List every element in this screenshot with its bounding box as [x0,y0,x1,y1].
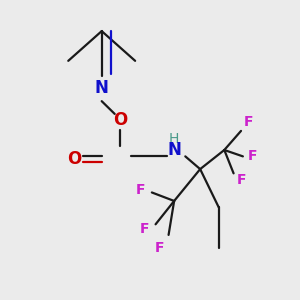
Text: N: N [95,80,109,98]
Text: F: F [236,173,246,187]
Text: F: F [154,241,164,255]
Text: F: F [244,116,253,129]
Text: F: F [140,222,149,236]
Text: N: N [167,141,181,159]
Text: H: H [169,132,179,146]
Text: F: F [136,183,146,197]
Text: F: F [248,149,257,164]
Text: O: O [113,111,127,129]
Text: O: O [67,150,81,168]
